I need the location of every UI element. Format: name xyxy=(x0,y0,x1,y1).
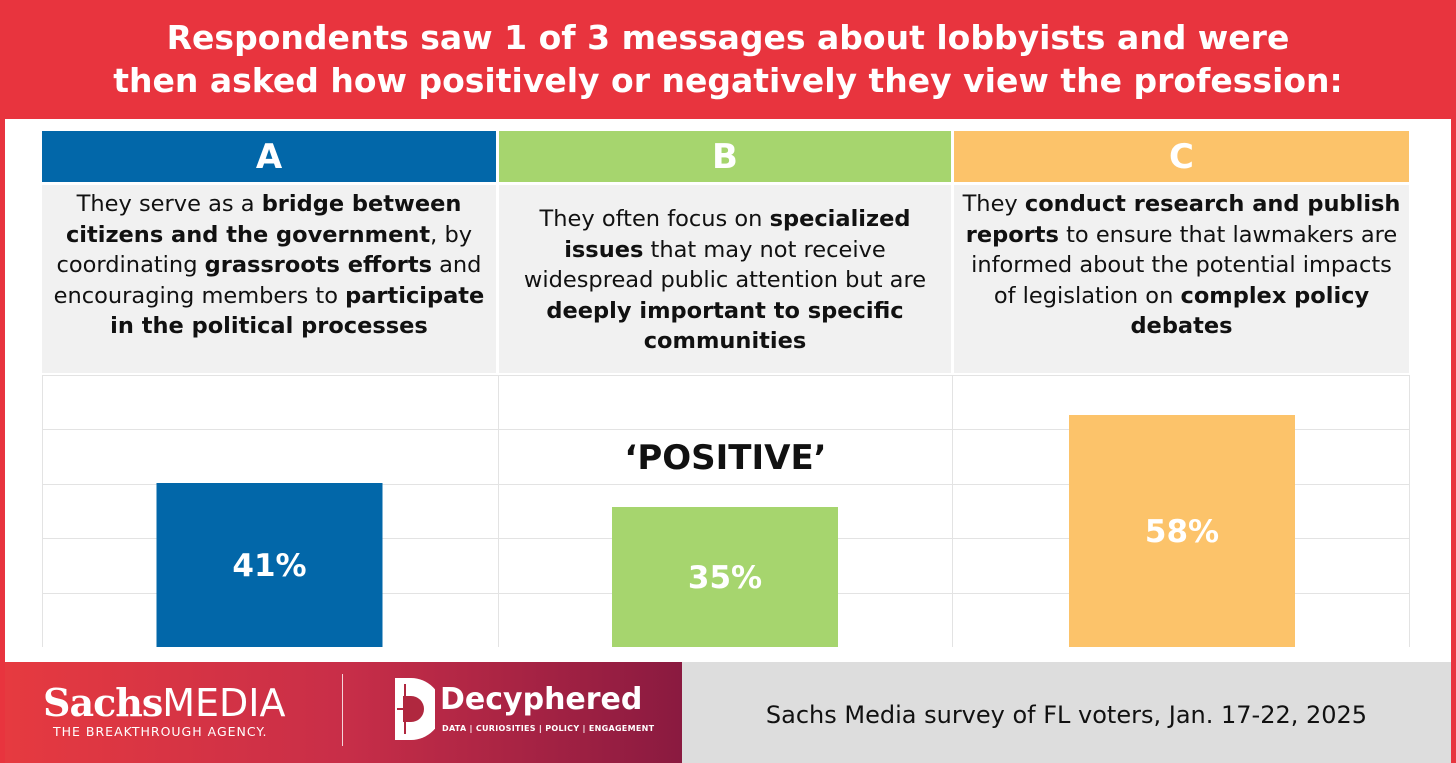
bar-b xyxy=(612,507,838,647)
message-a-segment: and encouraging members to xyxy=(53,252,482,309)
sachs-media-tagline: THE BREAKTHROUGH AGENCY. xyxy=(53,724,268,739)
message-a-text: They serve as a bridge between citizens … xyxy=(42,185,496,373)
message-b-segment: specialized issues xyxy=(564,206,911,263)
message-a-segment: They serve as a xyxy=(76,191,262,217)
logo-sachs: Sachs xyxy=(43,680,163,725)
message-b-segment: deeply important to specific communities xyxy=(546,297,904,355)
bar-label-a: 41% xyxy=(232,548,306,584)
column-header-c: C xyxy=(954,131,1409,182)
bar-label-b: 35% xyxy=(688,560,762,596)
message-b-text: They often focus on specialized issues t… xyxy=(499,185,951,373)
column-header-b: B xyxy=(499,131,951,182)
message-a-segment: bridge between citizens and the governme… xyxy=(65,191,462,248)
positive-bar-chart: 41% 35% 58% xyxy=(42,375,1410,647)
brand-footer: SachsMEDIA THE BREAKTHROUGH AGENCY. Decy… xyxy=(5,662,682,763)
decyphered-icon xyxy=(395,678,435,740)
bar-c xyxy=(1069,415,1295,647)
source-footer: Sachs Media survey of FL voters, Jan. 17… xyxy=(682,662,1451,763)
logo-media: MEDIA xyxy=(162,681,286,725)
message-c-segment: They xyxy=(962,191,1025,217)
title-line-2: then asked how positively or negatively … xyxy=(113,61,1343,100)
sachs-media-logo: SachsMEDIA xyxy=(43,680,286,725)
message-a-segment: participate in the political processes xyxy=(110,282,485,340)
title-line-1: Respondents saw 1 of 3 messages about lo… xyxy=(166,18,1290,57)
source-note: Sachs Media survey of FL voters, Jan. 17… xyxy=(765,700,1368,729)
decyphered-logo: Decyphered xyxy=(440,682,643,717)
message-c-text: They conduct research and publish report… xyxy=(954,185,1409,373)
chart-title: ‘POSITIVE’ xyxy=(624,438,827,478)
message-a-segment: grassroots efforts xyxy=(204,252,432,278)
title-banner: Respondents saw 1 of 3 messages about lo… xyxy=(0,0,1456,119)
message-c-segment: complex policy debates xyxy=(1130,282,1370,340)
message-b-segment: They often focus on xyxy=(539,206,770,232)
column-header-a: A xyxy=(42,131,496,182)
bar-label-c: 58% xyxy=(1145,514,1219,550)
message-b-segment: that may not receive widespread public a… xyxy=(523,236,927,294)
message-c-segment: to ensure that lawmakers are informed ab… xyxy=(971,221,1398,309)
bar-a xyxy=(156,483,383,647)
decyphered-tagline: DATA | CURIOSITIES | POLICY | ENGAGEMENT xyxy=(442,724,655,733)
message-a-segment: , by coordinating xyxy=(56,221,473,279)
message-c-segment: conduct research and publish reports xyxy=(965,191,1401,248)
footer-divider xyxy=(342,674,343,746)
